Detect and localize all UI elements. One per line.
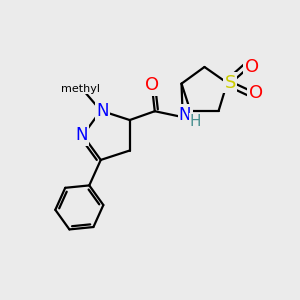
Text: H: H bbox=[189, 114, 201, 129]
Text: O: O bbox=[245, 58, 259, 76]
Text: N: N bbox=[179, 106, 191, 124]
Text: O: O bbox=[145, 76, 159, 94]
Text: methyl: methyl bbox=[61, 84, 100, 94]
Text: O: O bbox=[249, 84, 263, 102]
Text: S: S bbox=[224, 74, 236, 92]
Text: N: N bbox=[96, 102, 109, 120]
Text: N: N bbox=[75, 126, 88, 144]
